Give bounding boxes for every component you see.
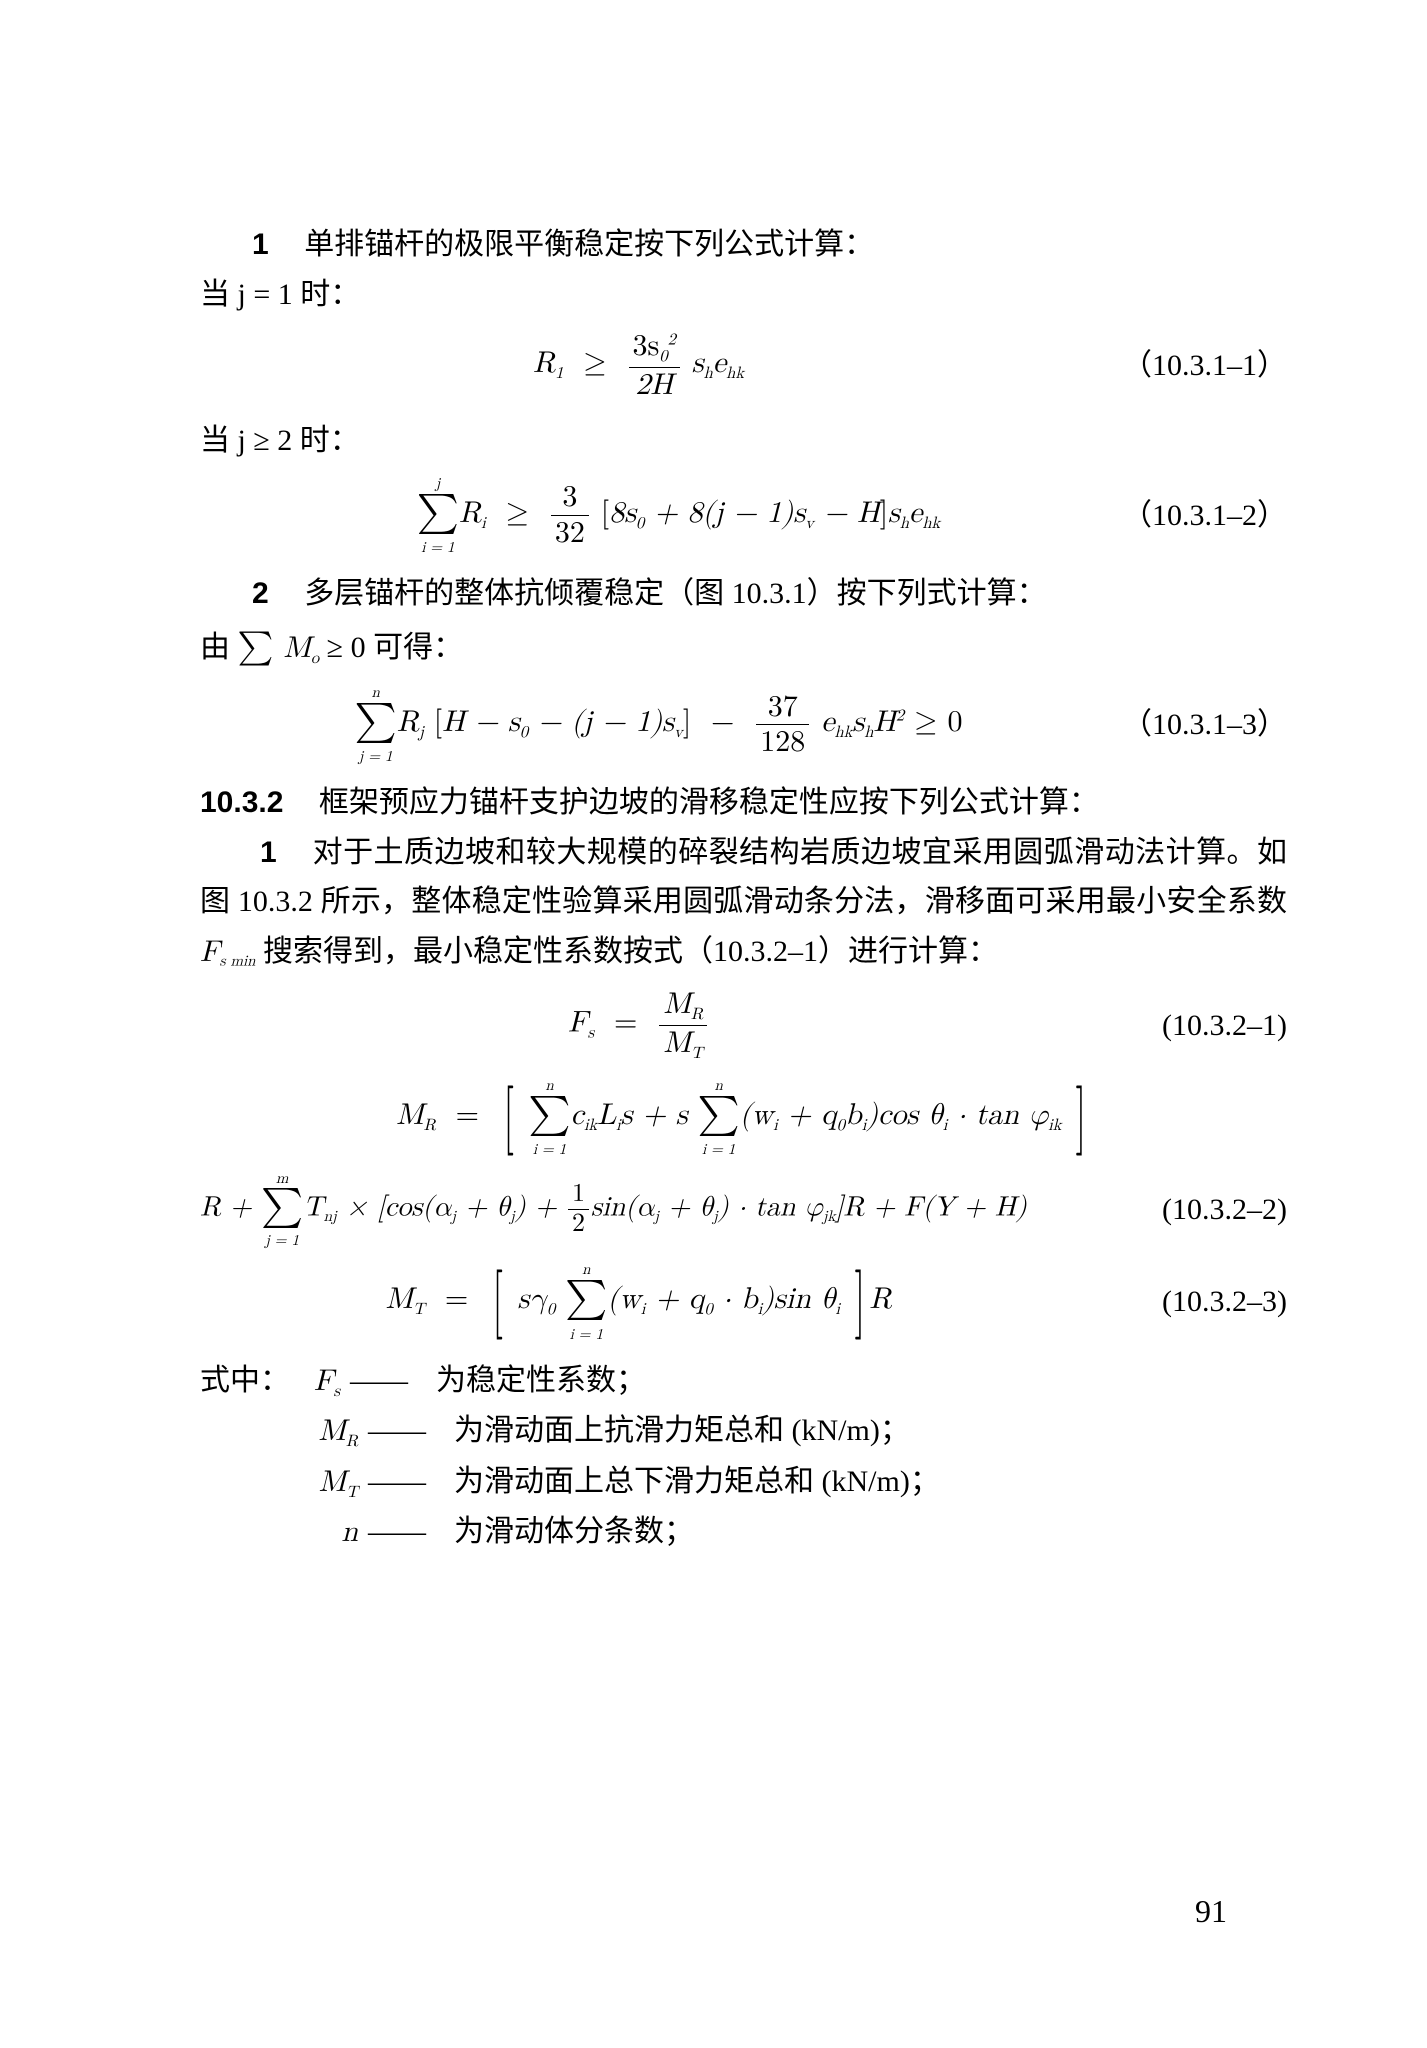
equation-10-3-2-1: Fs = MR MT (10.3.2‒1) [200, 987, 1287, 1063]
item-2-line: 2 多层锚杆的整体抗倾覆稳定（图 10.3.1）按下列式计算： [200, 569, 1287, 619]
equation-MR-line1: MR = [ n ∑ i = 1 cikLis + s n ∑ i = 1 (w… [200, 1078, 1287, 1158]
equation-10-3-1-1: R1 ≥ 3s02 2H shehk （10.3.1‒1） [200, 329, 1287, 402]
definitions-block: 式中： Fs —— 为稳定性系数； MR —— 为滑动面上抗滑力矩总和 (kN/… [200, 1356, 1287, 1558]
section-10-3-2-num: 10.3.2 [200, 786, 283, 819]
item-2-title: 多层锚杆的整体抗倾覆稳定（图 10.3.1）按下列式计算： [304, 577, 1047, 610]
def-row: MT —— 为滑动面上总下滑力矩总和 (kN/m)； [200, 1457, 1287, 1508]
eqnum-10-3-2-3: (10.3.2‒3) [1077, 1277, 1287, 1327]
eqnum-10-3-1-1: （10.3.1‒1） [1077, 341, 1287, 391]
section-10-3-2-title: 框架预应力锚杆支护边坡的滑移稳定性应按下列公式计算： [319, 786, 1099, 819]
equation-10-3-1-3: n ∑ j = 1 Rj [H − s0 − (j − 1)sv] − 3712… [200, 685, 1287, 765]
eqnum-10-3-2-2: (10.3.2‒2) [1077, 1185, 1287, 1235]
document-page: 1 单排锚杆的极限平衡稳定按下列公式计算： 当 j = 1 时： R1 ≥ 3s… [0, 0, 1427, 2048]
item-1-line: 1 单排锚杆的极限平衡稳定按下列公式计算： [200, 220, 1287, 270]
eqnum-10-3-1-2: （10.3.1‒2） [1077, 491, 1287, 541]
item-1-title: 单排锚杆的极限平衡稳定按下列公式计算： [304, 228, 874, 261]
eqnum-10-3-1-3: （10.3.1‒3） [1077, 700, 1287, 750]
item-1-num: 1 [252, 228, 269, 261]
equation-10-3-1-2: j ∑ i = 1 Ri ≥ 332 [8s0 + 8(j − 1)sv − H… [200, 476, 1287, 556]
para-1: 1 对于土质边坡和较大规模的碎裂结构岩质边坡宜采用圆弧滑动法计算。如图 10.3… [200, 828, 1287, 978]
def-row: 式中： Fs —— 为稳定性系数； [200, 1356, 1287, 1407]
item-2-line2: 由 ∑ Mo ≥ 0 可得： [200, 619, 1287, 675]
para-1-num: 1 [260, 836, 277, 869]
def-row: MR —— 为滑动面上抗滑力矩总和 (kN/m)； [200, 1406, 1287, 1457]
cond-j2: 当 j ≥ 2 时： [200, 416, 1287, 466]
section-10-3-2: 10.3.2 框架预应力锚杆支护边坡的滑移稳定性应按下列公式计算： [200, 778, 1287, 828]
equation-10-3-2-2: R + m ∑ j = 1 Tnj × [cos(αj + θj) + 12si… [200, 1171, 1287, 1248]
cond-j1: 当 j = 1 时： [200, 270, 1287, 320]
page-number: 91 [1195, 1885, 1227, 1938]
def-row: n —— 为滑动体分条数； [200, 1507, 1287, 1558]
equation-10-3-2-3: MT = [ sγ0 n ∑ i = 1 (wi + q0 · bi)sin θ… [200, 1262, 1287, 1342]
item-2-num: 2 [252, 577, 269, 610]
eqnum-10-3-2-1: (10.3.2‒1) [1077, 1001, 1287, 1051]
